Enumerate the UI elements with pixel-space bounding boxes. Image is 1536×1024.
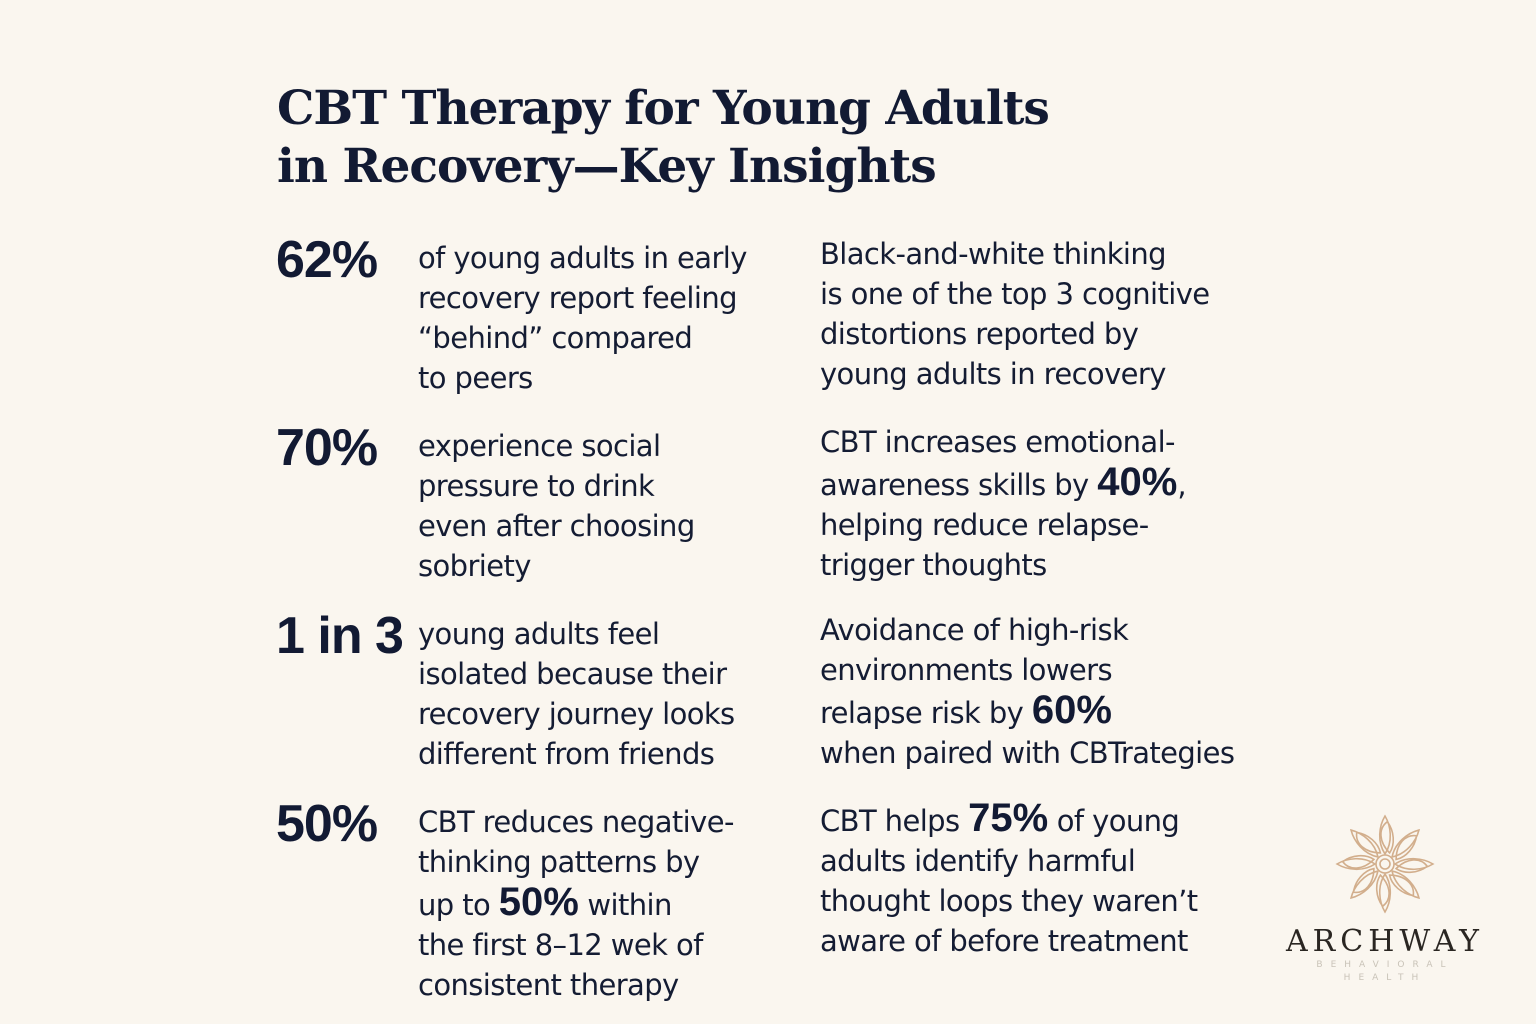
insight-line: is one of the top 3 cognitive [820,277,1210,311]
desc-line: thinking patterns by [418,845,700,879]
insight-line: aware of before treatment [820,924,1188,958]
insight-line: distortions reported by [820,317,1139,351]
insight-line: relapse risk by [820,696,1032,730]
highlight-stat: 50% [498,880,579,924]
stat-value: 70% [276,419,378,477]
insight-line: CBT increases emotional- [820,425,1176,459]
insight-line: Black-and-white thinking [820,237,1167,271]
highlight-stat: 75% [968,796,1049,840]
highlight-stat: 60% [1031,688,1112,732]
insight-line: CBT helps [820,804,969,838]
insight-line: Avoidance of high-risk [820,613,1129,647]
brand-name: ARCHWAY [1286,924,1484,959]
insight-line: , [1177,468,1186,502]
stat-description: experience social pressure to drink even… [418,429,695,583]
stat-value: 62% [276,231,378,289]
insight-line: thought loops they waren’t [820,884,1198,918]
insight-emotional-awareness: CBT increases emotional- awareness skill… [820,422,1280,585]
highlight-stat: 40% [1097,460,1178,504]
stat-value: 1 in 3 [276,607,404,665]
insight-avoidance: Avoidance of high-risk environments lowe… [820,610,1280,773]
insight-line: young adults in recovery [820,357,1166,391]
archway-logo: ARCHWAY BEHAVIORAL HEALTH [1280,812,1490,985]
title-line-1: CBT Therapy for Young Adults [277,81,1050,136]
stat-description: young adults feel isolated because their… [418,617,735,771]
desc-line: the first 8–12 wek of [418,928,703,962]
insight-thought-loops: CBT helps 75% of young adults identify h… [820,798,1280,961]
stat-description: CBT reduces negative- thinking patterns … [418,802,734,1005]
insight-line: awareness skills by [820,468,1098,502]
stat-value: 50% [276,795,378,853]
mandala-flower-icon [1335,814,1435,914]
desc-line: within [578,888,672,922]
brand-subtitle-1: BEHAVIORAL [1316,960,1454,970]
insight-line: adults identify harmful [820,844,1136,878]
desc-line: consistent therapy [418,968,679,1002]
insight-line: trigger thoughts [820,548,1047,582]
title-line-2: in Recovery—Key Insights [277,139,937,194]
insight-line: of young [1048,804,1180,838]
brand-subtitle-2: HEALTH [1343,973,1427,983]
stat-description: of young adults in early recovery report… [418,241,747,395]
desc-line: up to [418,888,499,922]
page-title: CBT Therapy for Young Adults in Recovery… [277,80,1050,196]
insight-line: when paired with CBTrategies [820,736,1235,770]
insight-line: helping reduce relapse- [820,508,1149,542]
insight-line: environments lowers [820,653,1113,687]
insight-black-white-thinking: Black-and-white thinking is one of the t… [820,234,1280,394]
desc-line: CBT reduces negative- [418,805,734,839]
